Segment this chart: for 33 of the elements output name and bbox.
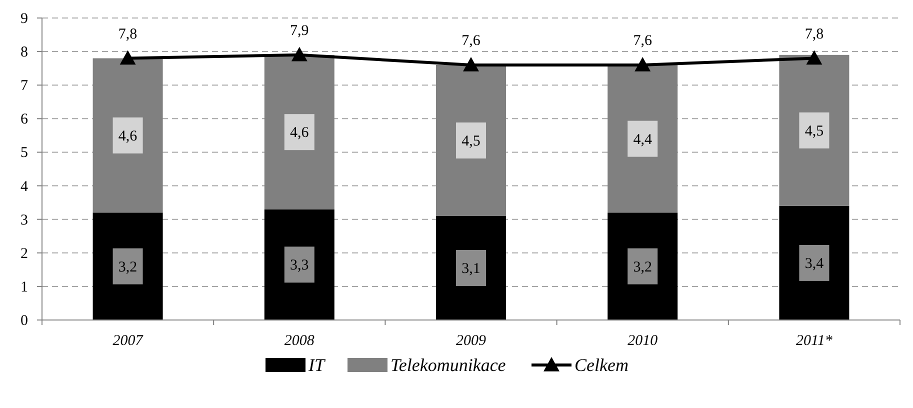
data-label: 4,4 <box>633 132 652 148</box>
y-tick-label: 9 <box>20 11 28 27</box>
data-label: 7,6 <box>462 32 481 49</box>
data-label: 3,3 <box>290 258 309 274</box>
y-tick-label: 5 <box>20 145 28 162</box>
y-tick-label: 1 <box>20 279 28 296</box>
x-tick-label: 2011* <box>796 333 833 349</box>
y-tick-label: 6 <box>20 112 28 128</box>
data-label: 3,4 <box>804 256 824 272</box>
data-label: 4,5 <box>462 133 480 150</box>
y-tick-label: 2 <box>20 246 28 262</box>
data-label: 3,2 <box>118 259 138 276</box>
data-label: 4,5 <box>804 123 824 140</box>
y-tick-label: 4 <box>20 178 28 195</box>
data-label: 3,1 <box>462 260 480 277</box>
data-label: 7,8 <box>118 26 138 42</box>
x-tick-label: 2009 <box>456 333 486 349</box>
data-label: 7,9 <box>290 22 309 39</box>
legend-label: IT <box>308 355 326 375</box>
x-tick-label: 2010 <box>628 333 658 349</box>
data-label: 3,2 <box>633 259 652 276</box>
y-tick-label: 3 <box>20 212 28 228</box>
legend-label: Telekomunikace <box>390 355 506 375</box>
legend-label: Celkem <box>574 355 628 375</box>
x-tick-label: 2008 <box>284 333 315 349</box>
y-tick-label: 8 <box>20 44 28 61</box>
data-label: 4,6 <box>290 125 310 142</box>
data-label: 7,8 <box>804 26 824 42</box>
data-label: 4,6 <box>118 128 138 144</box>
y-tick-label: 7 <box>20 78 28 94</box>
x-tick-label: 2007 <box>112 333 144 349</box>
y-tick-label: 0 <box>20 313 28 329</box>
data-label: 7,6 <box>633 32 652 49</box>
